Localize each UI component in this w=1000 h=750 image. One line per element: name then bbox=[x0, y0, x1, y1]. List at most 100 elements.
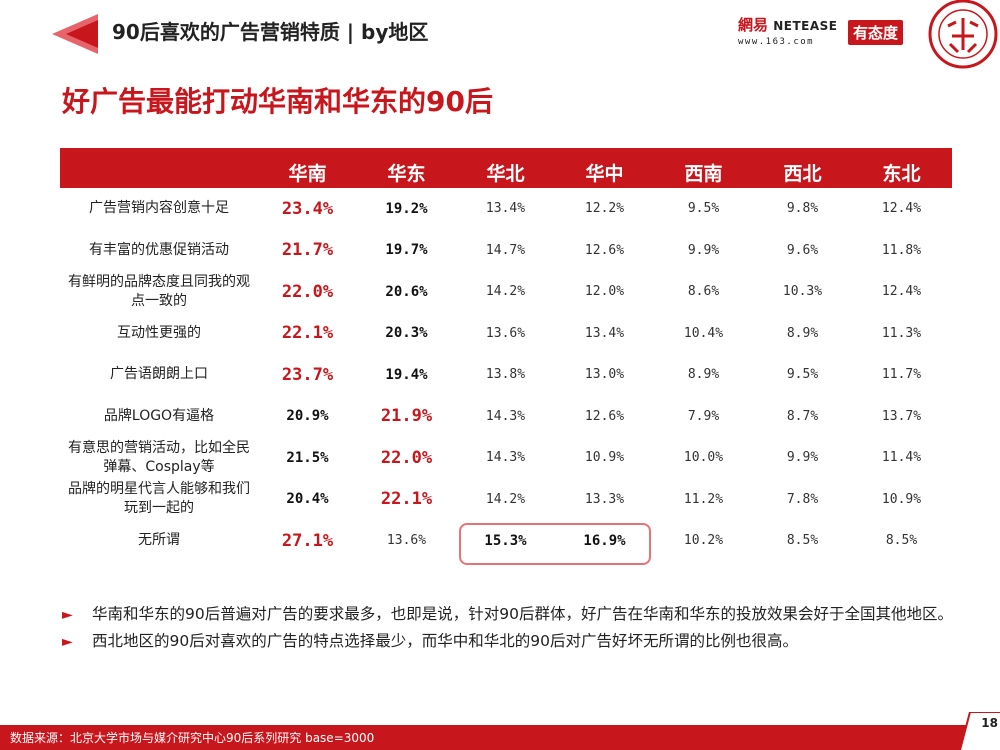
table-cell: 7.8% bbox=[786, 491, 819, 507]
table-cell: 9.6% bbox=[786, 242, 819, 258]
table-cell: 13.4% bbox=[584, 325, 625, 341]
table-cell: 21.5% bbox=[286, 449, 329, 466]
bullet-item: ► 华南和华东的90后普遍对广告的要求最多，也即是说，针对90后群体，好广告在华… bbox=[62, 603, 992, 626]
col-header: 华北 bbox=[486, 163, 525, 185]
row-label: 品牌的明星代言人能够和我们玩到一起的 bbox=[68, 481, 250, 517]
table-row: 无所谓 27.1% 13.6% 15.3% 16.9% 10.2% 8.5% 8.5% bbox=[60, 520, 952, 562]
table-cell: 13.0% bbox=[584, 367, 625, 383]
col-header: 华东 bbox=[387, 163, 426, 185]
table-cell: 19.4% bbox=[385, 366, 428, 383]
table-cell: 21.7% bbox=[281, 240, 334, 261]
table-cell: 8.7% bbox=[786, 408, 819, 424]
table-cell: 12.0% bbox=[584, 284, 625, 300]
table-cell: 11.2% bbox=[683, 491, 724, 507]
table-cell: 8.5% bbox=[885, 533, 918, 549]
page-number: 18 bbox=[981, 716, 998, 730]
table-cell: 10.2% bbox=[683, 533, 724, 549]
row-label: 品牌LOGO有逼格 bbox=[103, 407, 215, 424]
netease-cn: 網易 bbox=[738, 16, 769, 34]
table-cell: 19.2% bbox=[385, 200, 428, 217]
table-cell: 14.7% bbox=[485, 242, 526, 258]
bullet-arrow-icon: ► bbox=[62, 634, 73, 650]
table-cell: 10.3% bbox=[782, 284, 823, 300]
table-cell: 15.3% bbox=[484, 532, 527, 549]
play-arrow-logo-icon bbox=[52, 14, 98, 54]
table-cell: 16.9% bbox=[583, 532, 626, 549]
col-header: 西北 bbox=[783, 163, 822, 185]
table-cell: 22.0% bbox=[380, 447, 433, 468]
table-row: 有鲜明的品牌态度且同我的观点一致的 22.0% 20.6% 14.2% 12.0% 8.6… bbox=[60, 271, 952, 313]
table-cell: 8.6% bbox=[687, 284, 720, 300]
table-cell: 14.3% bbox=[485, 408, 526, 424]
row-label: 有意思的营销活动，比如全民弹幕、Cosplay等 bbox=[68, 439, 250, 475]
table-cell: 10.0% bbox=[683, 450, 724, 466]
university-seal-icon bbox=[928, 0, 998, 69]
netease-logo: 網易 NETEASE www.163.com bbox=[738, 14, 918, 48]
page-corner-shape bbox=[960, 712, 1000, 750]
bullet-list: ► 华南和华东的90后普遍对广告的要求最多，也即是说，针对90后群体，好广告在华… bbox=[62, 603, 992, 657]
region-table: 华南 华东 华北 华中 西南 西北 东北 广告营销内容创意十足 23.4% 19.2… bbox=[60, 148, 952, 562]
table-row: 有丰富的优惠促销活动 21.7% 19.7% 14.7% 12.6% 9.9% 9.6% 11… bbox=[60, 230, 952, 272]
table-cell: 7.9% bbox=[687, 408, 720, 424]
table-cell: 12.6% bbox=[584, 408, 625, 424]
bullet-item: ► 西北地区的90后对喜欢的广告的特点选择最少，而华中和华北的90后对广告好坏无… bbox=[62, 630, 992, 653]
bullet-text: 华南和华东的90后普遍对广告的要求最多，也即是说，针对90后群体，好广告在华南和… bbox=[92, 605, 953, 623]
table-cell: 12.4% bbox=[881, 201, 922, 217]
bullet-text: 西北地区的90后对喜欢的广告的特点选择最少，而华中和华北的90后对广告好坏无所谓… bbox=[92, 632, 798, 650]
table-cell: 21.9% bbox=[380, 406, 433, 427]
table-body: 广告营销内容创意十足 23.4% 19.2% 13.4% 12.2% 9.5% 9.8% 12… bbox=[60, 188, 952, 562]
table-row: 广告营销内容创意十足 23.4% 19.2% 13.4% 12.2% 9.5% 9.8% 12… bbox=[60, 188, 952, 230]
brand-tag: 有态度 bbox=[848, 20, 904, 45]
table-cell: 9.8% bbox=[786, 201, 819, 217]
table-cell: 11.8% bbox=[881, 242, 922, 258]
bullet-arrow-icon: ► bbox=[62, 607, 73, 623]
table-cell: 23.7% bbox=[281, 364, 334, 385]
table-cell: 8.9% bbox=[687, 367, 720, 383]
table-cell: 8.9% bbox=[786, 325, 819, 341]
table-row: 品牌LOGO有逼格 20.9% 21.9% 14.3% 12.6% 7.9% 8.7% 13.… bbox=[60, 396, 952, 438]
col-header: 西南 bbox=[684, 163, 723, 185]
table-cell: 9.5% bbox=[786, 367, 819, 383]
highlight-box bbox=[459, 523, 651, 565]
col-header: 华南 bbox=[288, 163, 327, 185]
row-label: 无所谓 bbox=[138, 532, 180, 549]
table-cell: 19.7% bbox=[385, 242, 428, 259]
table-cell: 22.1% bbox=[380, 489, 433, 510]
table-cell: 23.4% bbox=[281, 198, 334, 219]
data-source: 数据来源：北京大学市场与媒介研究中心90后系列研究 base=3000 bbox=[10, 731, 375, 745]
row-label: 有鲜明的品牌态度且同我的观点一致的 bbox=[68, 273, 250, 309]
table-cell: 14.3% bbox=[485, 450, 526, 466]
table-cell: 11.7% bbox=[881, 367, 922, 383]
header-title: 90后喜欢的广告营销特质 | by地区 bbox=[112, 20, 429, 44]
netease-url: www.163.com bbox=[738, 37, 815, 47]
table-cell: 20.4% bbox=[286, 491, 329, 508]
table-cell: 12.2% bbox=[584, 201, 625, 217]
table-row: 有意思的营销活动，比如全民弹幕、Cosplay等 21.5% 22.0% 14.3% 1… bbox=[60, 437, 952, 479]
table-row: 广告语朗朗上口 23.7% 19.4% 13.8% 13.0% 8.9% 9.5% 11.7% bbox=[60, 354, 952, 396]
table-cell: 20.9% bbox=[286, 408, 329, 425]
table-cell: 11.3% bbox=[881, 325, 922, 341]
table-cell: 10.9% bbox=[881, 491, 922, 507]
table-cell: 27.1% bbox=[281, 530, 334, 551]
row-label: 互动性更强的 bbox=[117, 324, 201, 341]
table-cell: 13.4% bbox=[485, 201, 526, 217]
row-label: 广告营销内容创意十足 bbox=[89, 200, 229, 217]
table-cell: 8.5% bbox=[786, 533, 819, 549]
row-label: 广告语朗朗上口 bbox=[110, 366, 208, 383]
table-cell: 11.4% bbox=[881, 450, 922, 466]
row-label: 有丰富的优惠促销活动 bbox=[89, 241, 229, 258]
table-cell: 20.3% bbox=[385, 325, 428, 342]
table-header: 华南 华东 华北 华中 西南 西北 东北 bbox=[60, 148, 952, 188]
table-cell: 9.5% bbox=[687, 201, 720, 217]
footer-bar: 数据来源：北京大学市场与媒介研究中心90后系列研究 base=3000 bbox=[0, 725, 1000, 750]
table-cell: 22.0% bbox=[281, 281, 334, 302]
table-cell: 14.2% bbox=[485, 284, 526, 300]
table-cell: 10.9% bbox=[584, 450, 625, 466]
table-cell: 14.2% bbox=[485, 491, 526, 507]
table-cell: 13.8% bbox=[485, 367, 526, 383]
col-header: 东北 bbox=[882, 163, 921, 185]
table-row: 品牌的明星代言人能够和我们玩到一起的 20.4% 22.1% 14.2% 13.3% 11… bbox=[60, 479, 952, 521]
col-header: 华中 bbox=[585, 163, 624, 185]
page-title: 好广告最能打动华南和华东的90后 bbox=[62, 85, 493, 118]
table-cell: 9.9% bbox=[786, 450, 819, 466]
